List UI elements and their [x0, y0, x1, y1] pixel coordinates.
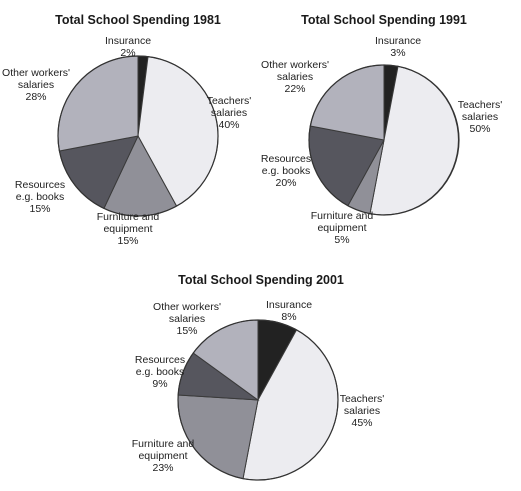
slice-label-y2001-insurance: Insurance 8%: [266, 299, 312, 323]
slice-label-y1991-other-workers-salaries: Other workers' salaries 22%: [261, 59, 329, 95]
slice-label-y1981-insurance: Insurance 2%: [105, 35, 151, 59]
slice-label-y2001-furniture-and-equipment: Furniture and equipment 23%: [132, 438, 195, 474]
slice-label-y2001-teachers-salaries: Teachers' salaries 45%: [340, 393, 385, 429]
pie-outline-y1991: [308, 64, 460, 216]
slice-y1981-other-workers-salaries: [57, 55, 139, 152]
pie-outline-y1981: [57, 55, 219, 217]
slice-label-y1981-other-workers-salaries: Other workers' salaries 28%: [2, 67, 70, 103]
slice-label-y1991-insurance: Insurance 3%: [375, 35, 421, 59]
slice-label-y1981-teachers-salaries: Teachers' salaries 40%: [207, 95, 252, 131]
slice-label-y2001-resources-e-g-books: Resources e.g. books 9%: [135, 354, 185, 390]
chart-title-1991: Total School Spending 1991: [301, 13, 467, 27]
pie-2001: Insurance 8% Teachers' salaries 45% Furniture…: [132, 299, 385, 481]
pie-1981: Insurance 2% Teachers' salaries 40% Furniture…: [2, 35, 251, 247]
slice-label-y1991-resources-e-g-books: Resources e.g. books 20%: [261, 153, 311, 189]
chart-title-1981: Total School Spending 1981: [55, 13, 221, 27]
slice-label-y1991-teachers-salaries: Teachers' salaries 50%: [458, 99, 503, 135]
pie-outline-y2001: [177, 319, 339, 481]
chart-title-2001: Total School Spending 2001: [178, 273, 344, 287]
slice-label-y1981-furniture-and-equipment: Furniture and equipment 15%: [97, 211, 160, 247]
pie-1991: Insurance 3% Teachers' salaries 50% Furniture…: [261, 35, 502, 246]
slice-label-y1981-resources-e-g-books: Resources e.g. books 15%: [15, 179, 65, 215]
slice-label-y2001-other-workers-salaries: Other workers' salaries 15%: [153, 301, 221, 337]
slice-label-y1991-furniture-and-equipment: Furniture and equipment 5%: [311, 210, 374, 246]
